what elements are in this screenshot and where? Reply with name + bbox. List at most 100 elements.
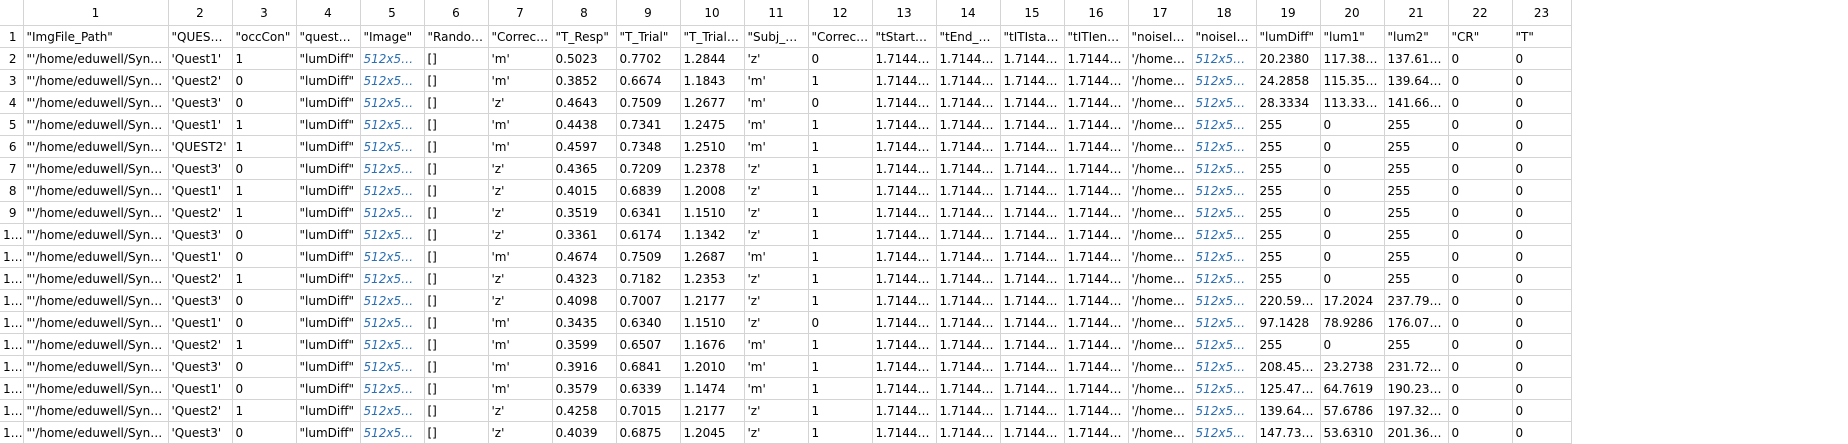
grid-cell[interactable]: 255 xyxy=(1383,179,1449,202)
grid-cell[interactable]: 0.3599 xyxy=(551,333,617,356)
grid-cell[interactable]: 'Quest1' xyxy=(167,47,233,70)
grid-cell[interactable]: 'm' xyxy=(743,91,809,114)
grid-cell[interactable]: 1.7144e... xyxy=(1063,91,1129,114)
grid-cell[interactable]: "tEnd_Raw" xyxy=(935,25,1001,48)
grid-cell[interactable]: 0 xyxy=(1511,355,1572,378)
column-header-1[interactable]: 1 xyxy=(22,0,169,26)
grid-cell[interactable]: 'm' xyxy=(743,333,809,356)
grid-cell[interactable]: '/home/e... xyxy=(1127,333,1193,356)
grid-cell[interactable]: 0 xyxy=(1511,91,1572,114)
grid-cell[interactable]: 512x512 ... xyxy=(1191,289,1257,312)
grid-cell[interactable]: '/home/e... xyxy=(1127,135,1193,158)
grid-cell[interactable]: 'Quest3' xyxy=(167,421,233,444)
grid-cell[interactable]: 255 xyxy=(1383,333,1449,356)
grid-cell[interactable]: 0.4365 xyxy=(551,157,617,180)
grid-cell[interactable]: 97.1428 xyxy=(1255,311,1321,334)
grid-cell[interactable]: 1.2045 xyxy=(679,421,745,444)
grid-cell[interactable]: 1.7144e... xyxy=(935,223,1001,246)
grid-cell[interactable]: 255 xyxy=(1255,135,1321,158)
grid-cell[interactable]: 'Quest2' xyxy=(167,69,233,92)
grid-cell[interactable]: 0 xyxy=(1447,113,1513,136)
grid-cell[interactable]: 0 xyxy=(1319,223,1385,246)
grid-cell[interactable]: 1.7144e... xyxy=(1063,289,1129,312)
grid-cell[interactable]: "'/home/eduwell/Synolo... xyxy=(22,135,169,158)
grid-cell[interactable]: "'/home/eduwell/Synolo... xyxy=(22,399,169,422)
grid-cell[interactable]: "tITIstart_... xyxy=(999,25,1065,48)
grid-cell[interactable]: 1.7144e... xyxy=(999,289,1065,312)
grid-cell[interactable]: "'/home/eduwell/Synolo... xyxy=(22,113,169,136)
grid-cell[interactable]: 1.2687 xyxy=(679,245,745,268)
grid-cell[interactable]: 1.1676 xyxy=(679,333,745,356)
row-header[interactable]: 8 xyxy=(0,179,24,202)
grid-cell[interactable]: 0.4597 xyxy=(551,135,617,158)
grid-cell[interactable]: 'm' xyxy=(487,333,553,356)
grid-cell[interactable]: 1.7144e... xyxy=(999,311,1065,334)
grid-cell[interactable]: 512x512 ... xyxy=(359,289,425,312)
grid-cell[interactable]: "'/home/eduwell/Synolo... xyxy=(22,179,169,202)
column-header-5[interactable]: 5 xyxy=(359,0,425,26)
grid-cell[interactable]: '/home/e... xyxy=(1127,421,1193,444)
grid-cell[interactable]: 197.3214 xyxy=(1383,399,1449,422)
grid-cell[interactable]: 0 xyxy=(1511,179,1572,202)
grid-cell[interactable]: 512x512 ... xyxy=(1191,311,1257,334)
grid-cell[interactable]: 0.7015 xyxy=(615,399,681,422)
grid-cell[interactable]: 23.2738 xyxy=(1319,355,1385,378)
grid-cell[interactable]: 0.3579 xyxy=(551,377,617,400)
grid-cell[interactable]: 255 xyxy=(1383,157,1449,180)
grid-cell[interactable]: "T_Resp" xyxy=(551,25,617,48)
grid-cell[interactable]: 1.2177 xyxy=(679,399,745,422)
grid-cell[interactable]: 512x512 ... xyxy=(359,91,425,114)
grid-cell[interactable]: 0 xyxy=(1447,355,1513,378)
column-header-13[interactable]: 13 xyxy=(871,0,937,26)
row-header[interactable]: 19 xyxy=(0,421,24,444)
grid-cell[interactable]: 0 xyxy=(231,223,297,246)
grid-cell[interactable]: 201.3690 xyxy=(1383,421,1449,444)
grid-cell[interactable]: 1.7144e... xyxy=(935,399,1001,422)
grid-cell[interactable]: 0 xyxy=(231,157,297,180)
grid-cell[interactable]: "lumDiff" xyxy=(1255,25,1321,48)
row-header[interactable]: 16 xyxy=(0,355,24,378)
grid-cell[interactable]: 'Quest2' xyxy=(167,333,233,356)
grid-cell[interactable]: 1.7144e... xyxy=(999,179,1065,202)
grid-cell[interactable]: 0 xyxy=(1447,399,1513,422)
grid-cell[interactable]: 'z' xyxy=(743,179,809,202)
grid-cell[interactable]: 0.6507 xyxy=(615,333,681,356)
grid-cell[interactable]: 'z' xyxy=(743,223,809,246)
grid-cell[interactable]: 512x512 ... xyxy=(359,267,425,290)
grid-cell[interactable]: 512x512 ... xyxy=(359,135,425,158)
grid-cell[interactable]: "noiseImg" xyxy=(1191,25,1257,48)
grid-cell[interactable]: 'z' xyxy=(743,399,809,422)
grid-cell[interactable]: 512x512 ... xyxy=(1191,91,1257,114)
grid-cell[interactable]: "T_Trial" xyxy=(615,25,681,48)
grid-cell[interactable]: "tStart_R... xyxy=(871,25,937,48)
grid-cell[interactable]: 0 xyxy=(1511,245,1572,268)
column-header-16[interactable]: 16 xyxy=(1063,0,1129,26)
grid-cell[interactable]: 1 xyxy=(231,333,297,356)
grid-cell[interactable]: 512x512 ... xyxy=(1191,69,1257,92)
column-header-23[interactable]: 23 xyxy=(1511,0,1572,26)
grid-cell[interactable]: 1 xyxy=(807,355,873,378)
column-header-22[interactable]: 22 xyxy=(1447,0,1513,26)
grid-cell[interactable]: 17.2024 xyxy=(1319,289,1385,312)
grid-cell[interactable]: 255 xyxy=(1383,245,1449,268)
grid-cell[interactable]: 0 xyxy=(807,47,873,70)
grid-cell[interactable]: 1.7144e... xyxy=(1063,223,1129,246)
grid-cell[interactable]: 0 xyxy=(231,289,297,312)
grid-cell[interactable]: [] xyxy=(423,69,489,92)
grid-cell[interactable]: 'z' xyxy=(487,267,553,290)
grid-cell[interactable]: 0 xyxy=(1447,47,1513,70)
grid-cell[interactable]: 1.7144e... xyxy=(871,311,937,334)
grid-cell[interactable]: "lumDiff" xyxy=(295,377,361,400)
grid-cell[interactable]: "ImgFile_Path" xyxy=(22,25,169,48)
grid-cell[interactable]: 0.7702 xyxy=(615,47,681,70)
grid-cell[interactable]: 1.7144e... xyxy=(871,289,937,312)
grid-cell[interactable]: 1.7144e... xyxy=(999,113,1065,136)
grid-cell[interactable]: 1 xyxy=(231,201,297,224)
grid-cell[interactable]: 512x512 ... xyxy=(359,47,425,70)
grid-cell[interactable]: 0 xyxy=(1319,267,1385,290)
grid-cell[interactable]: 1.7144e... xyxy=(935,267,1001,290)
grid-cell[interactable]: 'm' xyxy=(487,311,553,334)
grid-cell[interactable]: [] xyxy=(423,135,489,158)
grid-cell[interactable]: 1.2844 xyxy=(679,47,745,70)
grid-cell[interactable]: 1.7144e... xyxy=(1063,355,1129,378)
